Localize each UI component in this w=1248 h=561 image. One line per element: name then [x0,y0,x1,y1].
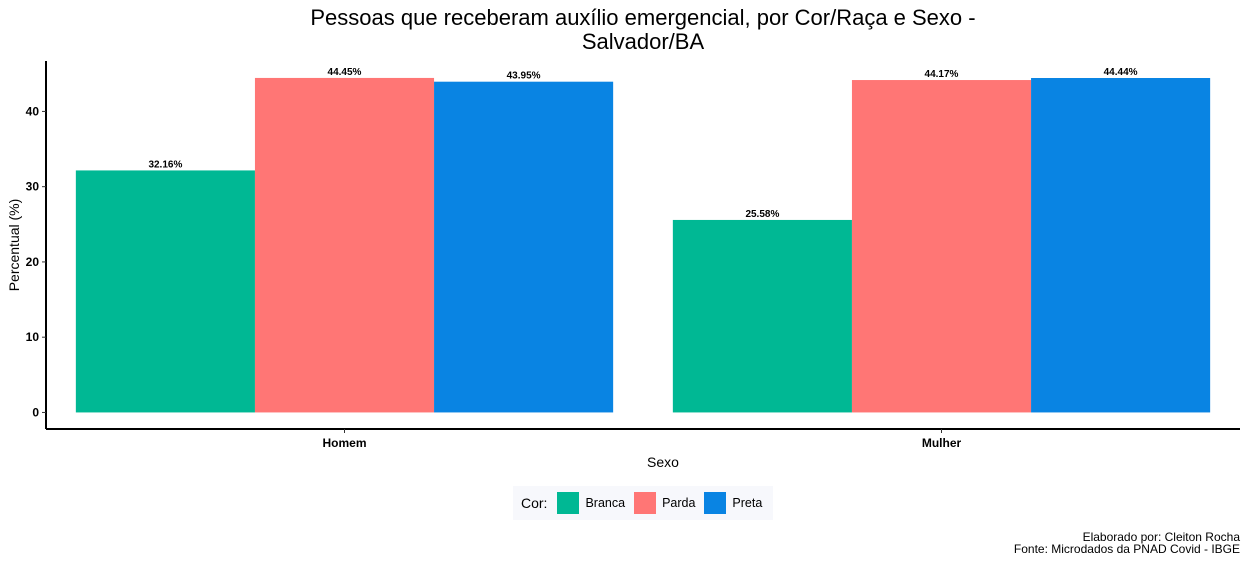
y-tick-label: 0 [32,405,39,419]
y-tick-label: 40 [26,104,40,118]
data-label: 44.17% [925,69,959,80]
chart-title: Pessoas que receberam auxílio emergencia… [0,6,1248,54]
data-label: 32.16% [148,159,182,170]
legend-label-parda: Parda [662,496,696,510]
bar-branca-mulher [672,219,852,413]
x-tick-label: Mulher [922,436,962,450]
bar-preta-mulher [1031,78,1211,413]
y-tick-label: 10 [26,330,40,344]
bar-parda-mulher [851,80,1032,413]
legend-label-preta: Preta [732,496,763,510]
legend-key-parda [634,492,657,514]
y-tick-label: 30 [26,180,40,194]
legend-item-parda: Parda [634,492,695,514]
data-label: 43.95% [507,71,541,82]
legend-label-branca: Branca [585,496,626,510]
data-label: 25.58% [745,209,779,220]
legend-item-branca: Branca [557,492,625,514]
caption-author: Elaborado por: Cleiton Rocha [1082,530,1240,544]
chart-title-line-2: Salvador/BA [581,29,705,54]
legend-title: Cor: [521,495,548,511]
data-label: 44.45% [328,67,362,78]
y-axis-title: Percentual (%) [6,199,22,292]
chart-title-line-1: Pessoas que receberam auxílio emergencia… [310,5,976,30]
x-axis-title: Sexo [647,454,679,470]
bar-branca-homem [75,170,255,413]
bar-chart: 0 10 20 30 40 32.16% 44.45% 43.95% Homem 25.58% 44… [6,61,1240,470]
bar-parda-homem [254,77,435,413]
legend: Cor: Branca Parda Preta [513,486,773,520]
legend-item-preta: Preta [704,492,762,514]
y-tick-label: 20 [26,255,40,269]
legend-key-preta [704,492,727,514]
bar-preta-homem [434,81,614,413]
caption-source: Fonte: Microdados da PNAD Covid - IBGE [1013,542,1240,556]
x-tick-label: Homem [322,436,366,450]
legend-key-branca [557,492,580,514]
data-label: 44.44% [1104,67,1138,78]
